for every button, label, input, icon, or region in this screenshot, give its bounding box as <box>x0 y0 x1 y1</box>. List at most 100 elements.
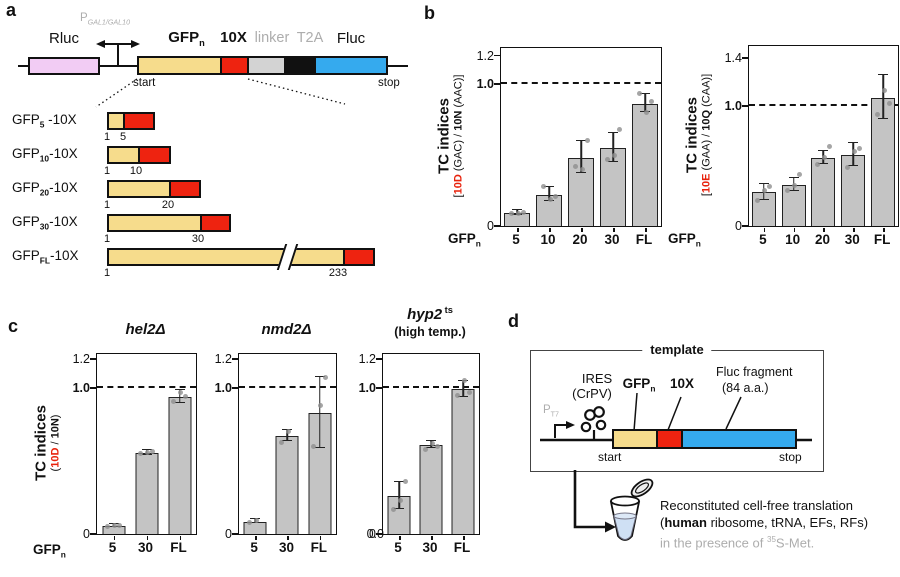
10x-segment <box>656 431 681 447</box>
start-label: start <box>133 77 156 89</box>
rluc-segment <box>30 59 98 73</box>
chart-title-hel2: hel2Δ <box>125 321 166 338</box>
panel-b-label: b <box>424 3 435 23</box>
reference-line-1.0 <box>97 386 196 388</box>
x-tick-label-FL: FL <box>873 232 891 247</box>
reference-line-1.0 <box>239 386 336 388</box>
data-point <box>797 171 803 177</box>
promoter-right-arrowhead <box>131 40 140 48</box>
data-point <box>767 183 773 189</box>
y-tick <box>494 54 501 57</box>
construct-label: GFP20-10X <box>12 180 78 198</box>
x-tick <box>146 535 148 540</box>
error-bar <box>608 131 618 163</box>
bar-FL <box>451 389 475 534</box>
gfp-segment <box>139 58 220 73</box>
bar-column-10 <box>779 46 809 232</box>
x-tick <box>793 227 796 232</box>
y-tick <box>742 57 749 59</box>
template-construct-box <box>612 429 797 449</box>
chart-c1: 0 1.0 1.2 5 30 FL <box>73 352 197 555</box>
ires-label: IRES <box>581 371 613 386</box>
t7-promoter-label: PT7 <box>543 404 559 419</box>
error-bar <box>788 177 799 192</box>
x-tick-label-30: 30 <box>844 232 860 247</box>
text-line-3: in the presence of 35S-Met. <box>660 535 815 551</box>
chart-c2: 0 1.0 1.2 5 30 FL <box>215 352 337 555</box>
error-bar <box>848 142 859 166</box>
data-point <box>552 193 558 199</box>
y-tick-label: 1.2 <box>214 351 232 366</box>
x-tick-label-5: 5 <box>759 232 767 247</box>
data-point <box>508 211 514 217</box>
construct-bar <box>107 146 171 164</box>
bar-FL <box>632 103 658 226</box>
y-tick <box>232 358 239 360</box>
data-point <box>311 443 317 449</box>
error-bar <box>576 140 586 174</box>
data-point <box>755 198 761 204</box>
gfp-segment <box>109 148 138 162</box>
data-point <box>616 126 622 132</box>
bar-column-30 <box>415 354 447 540</box>
residue-end: 233 <box>328 267 348 279</box>
x-tick <box>645 227 647 232</box>
bar-column-5 <box>383 354 415 540</box>
gfp-segment <box>109 216 200 230</box>
data-point <box>579 166 585 172</box>
bar-column-20 <box>565 48 597 232</box>
template-legend: template <box>642 342 712 357</box>
x-tick-label-5: 5 <box>108 540 117 555</box>
text-line-1: Reconstituted cell-free translation <box>660 498 853 513</box>
stop-label: stop <box>779 450 802 464</box>
data-point <box>105 524 110 530</box>
data-point <box>792 182 798 188</box>
residue-end: 20 <box>161 199 175 211</box>
10x-segment <box>123 114 153 128</box>
residue-start: 1 <box>104 199 111 211</box>
data-point <box>636 91 642 97</box>
data-point <box>520 210 526 216</box>
data-point <box>886 101 892 107</box>
x-tick-label-FL: FL <box>170 540 187 555</box>
bar-column-FL <box>868 46 898 232</box>
panel-c-label: c <box>8 316 19 336</box>
y-tick <box>232 533 239 535</box>
panel-d-graphics <box>540 392 812 541</box>
10x-segment <box>219 58 247 73</box>
x-axis-title: GFPn <box>448 231 481 249</box>
data-point <box>150 449 155 455</box>
x-tick <box>431 535 433 540</box>
x-tick <box>179 535 181 540</box>
y-tick <box>376 358 383 360</box>
bar-column-30 <box>597 48 629 232</box>
y-tick-label: 1.0 <box>476 77 494 91</box>
residue-start: 1 <box>104 165 111 177</box>
x-tick <box>763 227 766 232</box>
x-tick-label-10: 10 <box>785 232 801 247</box>
chart-subtitle-hyp2: (high temp.) <box>394 325 466 339</box>
y-tick <box>90 533 97 535</box>
construct-bar <box>107 112 155 130</box>
gfp-segment <box>109 250 343 264</box>
y-tick-label: 1.2 <box>72 351 90 366</box>
10x-segment <box>138 148 169 162</box>
y-tick <box>90 358 97 360</box>
fluc-segment <box>314 58 386 73</box>
data-point <box>390 506 396 512</box>
y-tick-label: 1.0 <box>358 381 376 395</box>
plot-area: 0 1.0 1.4 <box>725 45 899 233</box>
y-tick <box>376 387 383 389</box>
data-point <box>285 429 291 435</box>
text-line-2: (human ribosome, tRNA, EFs, RFs) <box>660 515 869 530</box>
residue-end: 30 <box>191 233 205 245</box>
transcription-arrowhead <box>566 421 575 429</box>
plot-area: 0.0 0 1.0 1.2 <box>359 352 480 541</box>
x-axis-labels: 5 30 FL <box>96 540 195 555</box>
x-tick-label-FL: FL <box>453 540 471 555</box>
residue-start: 1 <box>104 267 111 279</box>
bar-30 <box>275 436 299 534</box>
reference-line-1.0 <box>749 104 898 106</box>
x-tick <box>287 535 289 540</box>
construct-bar <box>107 214 231 232</box>
